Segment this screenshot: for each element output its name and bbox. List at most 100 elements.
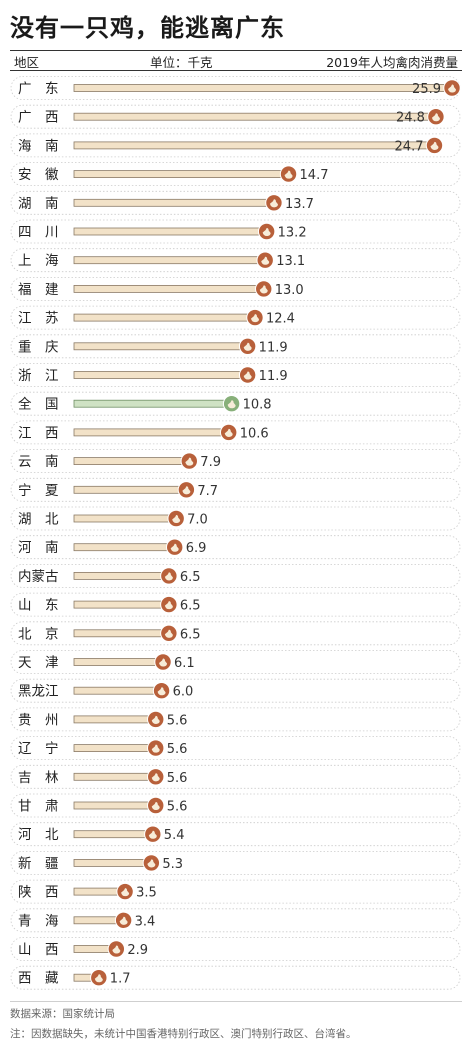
bar: [73, 371, 249, 379]
bar-row: 广 东 25.9: [10, 76, 461, 100]
value-label: 13.0: [275, 283, 304, 298]
category-label: 天 津: [18, 655, 59, 671]
bar-row: 西 藏 1.7: [10, 965, 461, 990]
bar-row: 福 建 13.0: [10, 276, 461, 301]
value-label: 7.0: [187, 513, 208, 528]
chicken-glyph-icon: [164, 629, 173, 638]
value-label: 10.8: [243, 398, 272, 413]
chicken-glyph-icon: [182, 486, 191, 495]
chicken-glyph-icon: [159, 658, 168, 667]
value-label: 10.6: [240, 426, 269, 441]
bar: [73, 399, 233, 408]
category-label: 贵 州: [18, 712, 59, 728]
chicken-glyph-icon: [431, 113, 440, 122]
bar-row: 江 苏 12.4: [10, 305, 461, 330]
bar-row: 青 海 3.4: [10, 908, 461, 933]
value-label: 11.9: [259, 340, 288, 355]
chicken-glyph-icon: [269, 199, 278, 208]
bar-row: 云 南 7.9: [10, 449, 461, 474]
bar-row: 浙 江 11.9: [10, 363, 461, 387]
bar-row: 黑龙江 6.0: [10, 678, 461, 703]
bar-row: 安 徽 14.7: [10, 162, 461, 186]
region-column-header: 地区: [14, 55, 40, 70]
bar-row: 上 海 13.1: [10, 248, 461, 273]
value-label: 24.7: [395, 139, 424, 154]
chicken-glyph-icon: [284, 170, 293, 179]
category-label: 辽 宁: [18, 740, 59, 757]
chicken-glyph-icon: [147, 859, 156, 868]
chicken-glyph-icon: [227, 400, 236, 409]
bar-row: 甘 肃 5.6: [10, 793, 461, 818]
chicken-glyph-icon: [157, 687, 166, 696]
bar: [73, 170, 289, 178]
bar: [73, 830, 154, 839]
bar: [73, 543, 176, 552]
bar: [73, 485, 187, 494]
value-label: 6.0: [173, 685, 194, 700]
category-label: 黑龙江: [18, 684, 59, 700]
category-label: 广 西: [18, 110, 59, 126]
category-label: 北 京: [18, 626, 59, 642]
value-label: 24.8: [396, 111, 425, 126]
bar-row: 吉 林 5.6: [10, 764, 461, 789]
category-label: 重 庆: [18, 339, 59, 355]
chicken-glyph-icon: [448, 84, 456, 93]
category-label: 云 南: [18, 454, 59, 470]
bar-row: 全 国 10.8: [10, 391, 461, 416]
bar: [73, 801, 157, 810]
category-label: 浙 江: [18, 368, 59, 384]
value-label: 7.7: [197, 484, 218, 499]
bar: [73, 112, 437, 121]
bar: [73, 600, 170, 609]
chicken-glyph-icon: [151, 773, 160, 782]
value-label: 5.6: [167, 742, 188, 757]
category-label: 河 北: [18, 827, 59, 843]
category-label: 四 川: [18, 225, 59, 241]
bar-row: 河 南 6.9: [10, 535, 461, 560]
value-label: 5.6: [167, 713, 188, 728]
value-label: 12.4: [266, 312, 295, 327]
bar: [73, 198, 275, 207]
value-label: 3.5: [136, 886, 157, 901]
unit-label: 单位：千克: [150, 55, 213, 70]
category-label: 福 建: [18, 282, 59, 298]
bar: [73, 658, 164, 666]
bar: [73, 457, 190, 466]
chicken-glyph-icon: [262, 228, 271, 237]
value-label: 5.6: [167, 771, 188, 786]
chicken-glyph-icon: [185, 457, 194, 466]
chart-title: 没有一只鸡，能逃离广东: [10, 14, 285, 42]
bar: [73, 715, 157, 724]
bar: [73, 84, 453, 92]
chicken-glyph-icon: [151, 715, 160, 724]
bar: [73, 256, 266, 265]
chicken-glyph-icon: [250, 314, 259, 323]
category-label: 青 海: [18, 913, 59, 929]
category-label: 江 西: [18, 425, 59, 441]
bar-row: 湖 南 13.7: [10, 190, 461, 215]
value-label: 5.6: [167, 800, 188, 815]
value-label: 25.9: [412, 82, 441, 97]
bar: [73, 428, 230, 437]
value-label: 11.9: [259, 369, 288, 384]
footer: 数据来源：国家统计局 注：因数据缺失，未统计中国香港特别行政区、澳门特别行政区、…: [10, 1001, 462, 1044]
bar-row: 新 疆 5.3: [10, 851, 461, 875]
bar-row: 四 川 13.2: [10, 219, 461, 244]
chicken-glyph-icon: [164, 601, 173, 610]
bar-row: 湖 北 7.0: [10, 506, 461, 531]
value-label: 2.9: [127, 943, 148, 958]
chicken-glyph-icon: [172, 515, 181, 524]
bar: [73, 571, 170, 580]
category-label: 吉 林: [18, 770, 59, 786]
data-source: 数据来源：国家统计局: [10, 1008, 115, 1020]
value-label: 6.5: [180, 570, 201, 585]
chicken-glyph-icon: [151, 744, 160, 753]
chicken-glyph-icon: [119, 916, 128, 925]
bar-row: 山 西 2.9: [10, 937, 461, 961]
value-label: 13.2: [278, 226, 307, 241]
table-header: 地区 单位：千克 2019年人均禽肉消费量: [10, 50, 462, 71]
bar: [73, 284, 265, 293]
bar-row: 内蒙古 6.5: [10, 563, 461, 588]
category-label: 西 藏: [18, 971, 59, 987]
category-label: 陕 西: [18, 885, 59, 901]
